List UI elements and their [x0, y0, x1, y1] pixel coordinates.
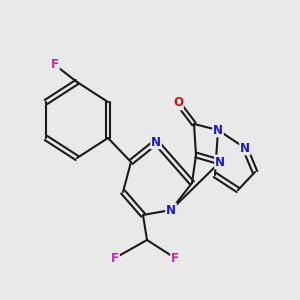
Text: N: N	[215, 155, 225, 169]
Text: N: N	[240, 142, 250, 154]
Text: N: N	[166, 203, 176, 217]
Text: N: N	[213, 124, 223, 136]
Text: O: O	[173, 97, 183, 110]
Text: N: N	[151, 136, 161, 148]
Text: F: F	[51, 58, 59, 71]
Text: F: F	[111, 251, 119, 265]
Text: F: F	[171, 251, 179, 265]
